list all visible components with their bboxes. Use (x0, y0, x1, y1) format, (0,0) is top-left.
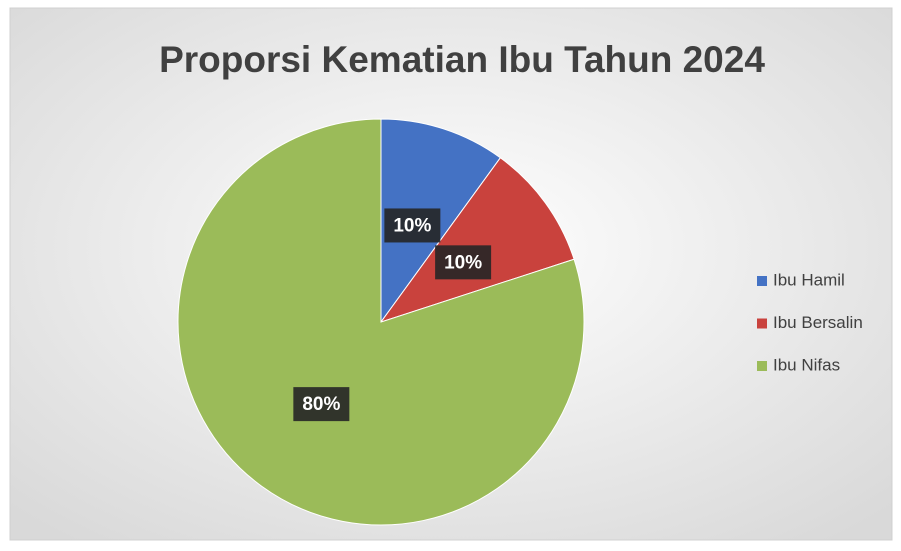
data-label: 10% (393, 215, 431, 236)
legend-swatch (757, 318, 767, 329)
data-label-box (293, 387, 350, 422)
chart-title: Proporsi Kematian Ibu Tahun 2024 (159, 39, 765, 80)
legend-swatch (757, 361, 767, 371)
pie-slice (380, 118, 502, 324)
pie-slice (379, 157, 575, 323)
legend-label: Ibu Nifas (773, 355, 840, 374)
data-label: 80% (302, 394, 340, 415)
pie-slice (177, 118, 585, 526)
data-label-box (384, 208, 441, 243)
data-label: 10% (444, 252, 482, 273)
legend-label: Ibu Hamil (773, 270, 845, 289)
legend-label: Ibu Bersalin (773, 313, 863, 332)
legend-swatch (757, 276, 767, 286)
data-label-box (435, 245, 492, 280)
